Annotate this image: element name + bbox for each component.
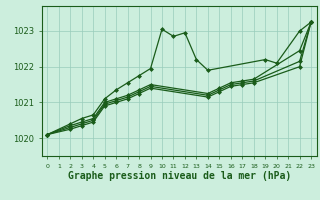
X-axis label: Graphe pression niveau de la mer (hPa): Graphe pression niveau de la mer (hPa): [68, 171, 291, 181]
